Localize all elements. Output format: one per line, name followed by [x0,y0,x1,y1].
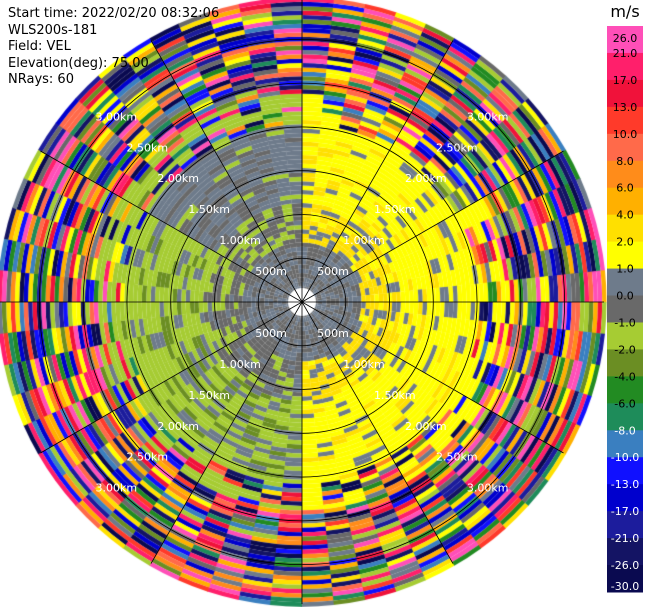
range-ring-label: 1.00km [219,234,261,247]
range-ring-label: 2.00km [157,420,199,433]
range-ring-label: 500m [317,265,349,278]
azimuth-spoke [301,40,454,303]
range-ring-label: 2.50km [436,451,478,464]
nrays-text: NRays: 60 [8,72,74,87]
field-text: Field: VEL [8,39,71,54]
range-ring-label: 2.00km [405,420,447,433]
range-ring-label: 1.50km [188,203,230,216]
range-ring-label: 1.00km [343,234,385,247]
range-ring-label: 1.00km [219,358,261,371]
elevation-text: Elevation(deg): 75.00 [8,55,149,71]
range-ring-label: 1.50km [374,203,416,216]
range-ring-label: 2.50km [436,141,478,154]
range-ring-label: 1.50km [188,389,230,402]
range-ring-label: 2.50km [126,141,168,154]
azimuth-spoke [301,150,564,303]
instrument-text: WLS200s-181 [8,22,98,38]
range-ring-label: 500m [255,265,287,278]
azimuth-spoke [150,40,303,303]
range-ring-label: 2.00km [405,172,447,185]
range-ring-label: 3.00km [96,482,138,495]
range-ring-label: 2.50km [126,451,168,464]
azimuth-spoke [40,150,303,303]
azimuth-spoke [301,301,564,454]
azimuth-spoke [150,301,303,564]
range-ring-label: 3.00km [467,482,509,495]
range-ring-label: 3.00km [96,110,138,123]
range-ring-label: 1.00km [343,358,385,371]
range-ring-label: 2.00km [157,172,199,185]
range-ring-label: 500m [317,327,349,340]
start-time-text: Start time: 2022/02/20 08:32:06 [8,6,220,21]
range-ring-label: 1.50km [374,389,416,402]
azimuth-spoke [301,301,454,564]
range-ring-label: 3.00km [467,110,509,123]
range-ring-label: 500m [255,327,287,340]
azimuth-spoke [40,301,303,454]
plot-header: Start time: 2022/02/20 08:32:06 WLS200s-… [8,6,219,89]
